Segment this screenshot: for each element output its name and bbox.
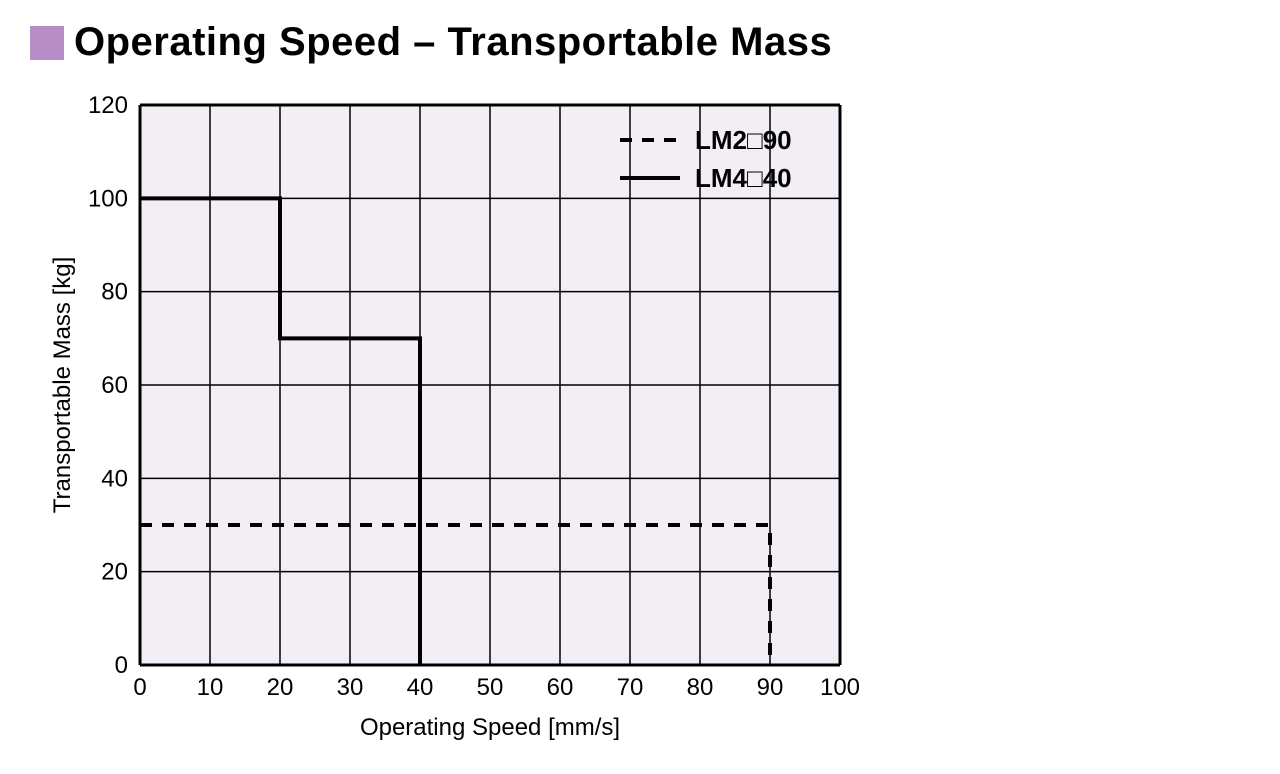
svg-text:60: 60 <box>547 674 574 701</box>
svg-text:Transportable Mass [kg]: Transportable Mass [kg] <box>49 257 76 514</box>
svg-text:90: 90 <box>757 674 784 701</box>
chart-svg: 0 10 20 30 40 50 60 70 80 90 100 0 20 40 60 80 100 120 Ope… <box>30 75 900 755</box>
svg-text:70: 70 <box>617 674 644 701</box>
svg-text:60: 60 <box>101 372 128 399</box>
svg-text:0: 0 <box>115 652 128 679</box>
svg-text:50: 50 <box>477 674 504 701</box>
svg-text:100: 100 <box>820 674 860 701</box>
svg-text:40: 40 <box>101 465 128 492</box>
chart-title: Operating Speed – Transportable Mass <box>74 20 832 65</box>
chart-title-row: Operating Speed – Transportable Mass <box>30 20 1260 65</box>
svg-text:80: 80 <box>687 674 714 701</box>
svg-text:10: 10 <box>197 674 224 701</box>
title-bullet-square <box>30 26 64 60</box>
svg-text:40: 40 <box>407 674 434 701</box>
svg-text:0: 0 <box>133 674 146 701</box>
svg-text:LM2□90: LM2□90 <box>695 125 792 155</box>
svg-text:LM4□40: LM4□40 <box>695 163 792 193</box>
svg-text:30: 30 <box>337 674 364 701</box>
chart-container: 0 10 20 30 40 50 60 70 80 90 100 0 20 40 60 80 100 120 Ope… <box>30 75 1260 755</box>
svg-text:Operating Speed [mm/s]: Operating Speed [mm/s] <box>360 714 620 741</box>
svg-text:20: 20 <box>267 674 294 701</box>
svg-text:80: 80 <box>101 279 128 306</box>
svg-text:120: 120 <box>88 92 128 119</box>
svg-text:20: 20 <box>101 559 128 586</box>
svg-text:100: 100 <box>88 185 128 212</box>
